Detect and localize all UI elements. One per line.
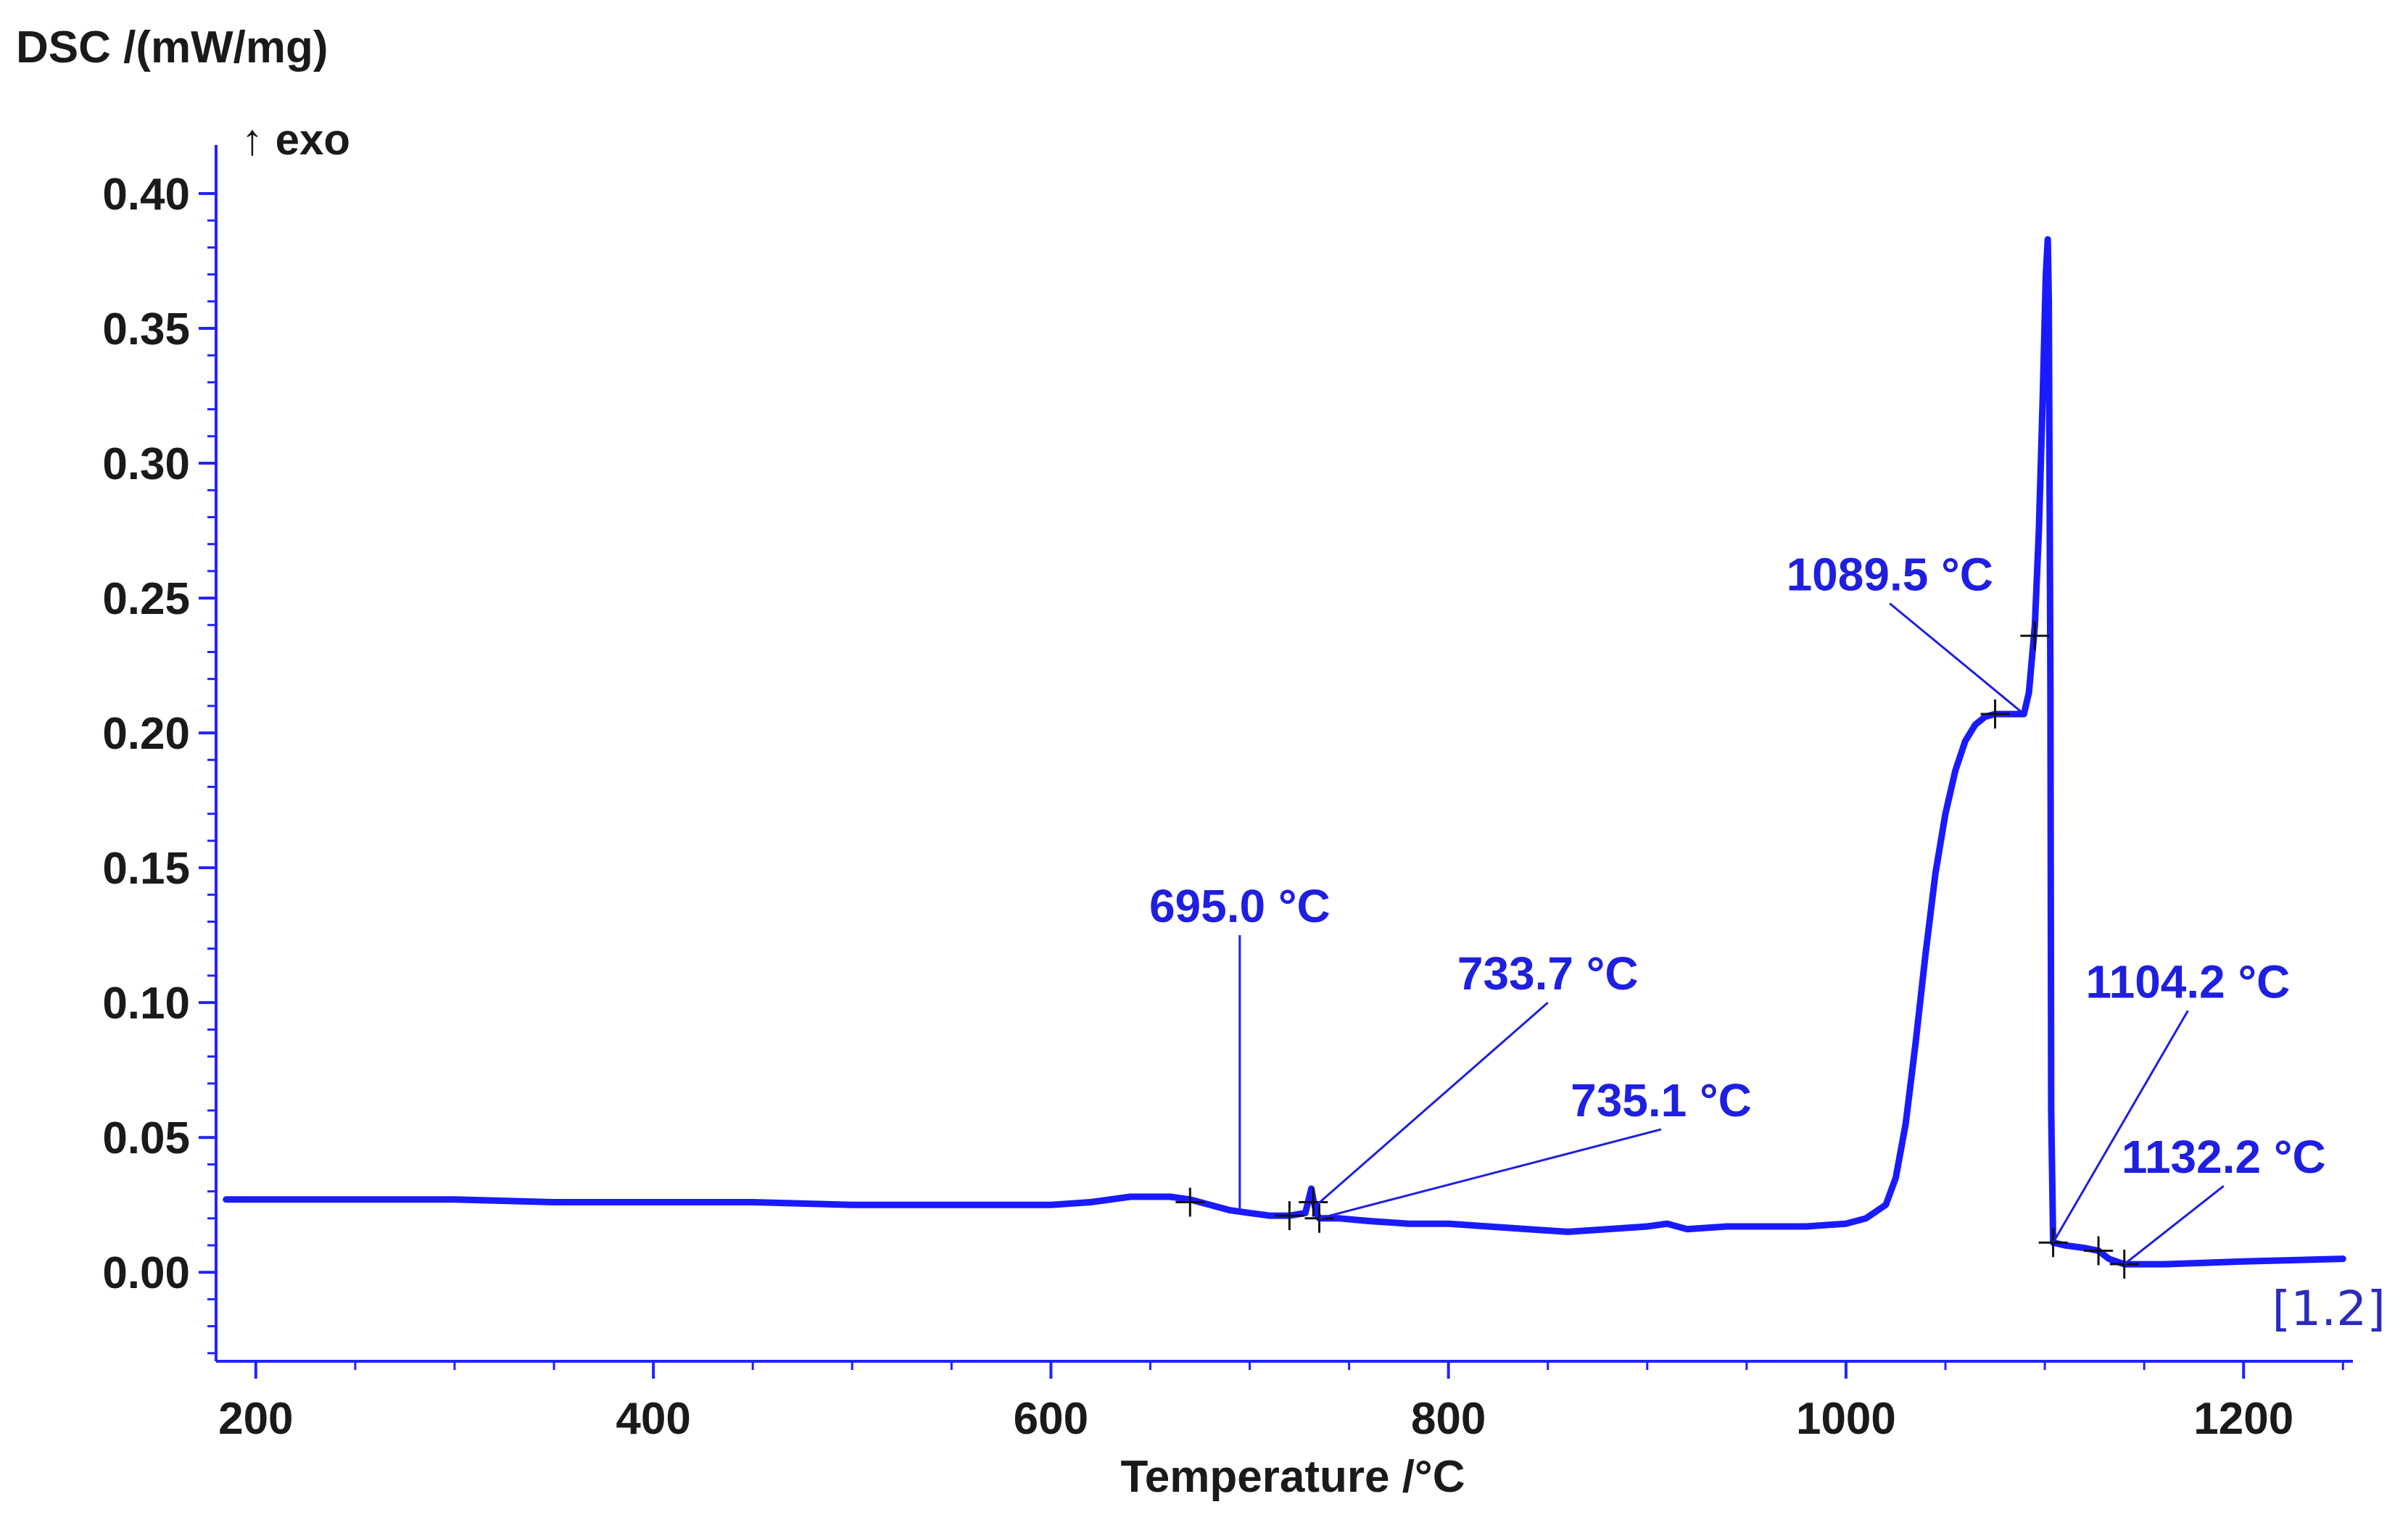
temperature-annotation: 1104.2 °C bbox=[2052, 955, 2291, 1244]
y-tick-label: 0.30 bbox=[102, 439, 190, 489]
point-marker bbox=[1980, 699, 2010, 729]
axes: 0.00 0.05 0.10 0.15 0.20 0.25 0.30 0.35 0.40 200 4… bbox=[102, 145, 2353, 1444]
temperature-annotation: 1089.5 °C bbox=[1787, 549, 2025, 715]
point-marker bbox=[2020, 621, 2050, 651]
dsc-curve-layer bbox=[223, 236, 2346, 1268]
annotation-label: 1132.2 °C bbox=[2122, 1131, 2326, 1183]
x-tick-label: 1200 bbox=[2193, 1394, 2293, 1444]
annotation-label: 1089.5 °C bbox=[1787, 549, 1993, 601]
annotation-layer: 695.0 °C 733.7 °C 735.1 °C 1089.5 °C 1104.2 … bbox=[1149, 549, 2326, 1266]
annotation-label: 1104.2 °C bbox=[2086, 955, 2291, 1008]
temperature-annotation: 1132.2 °C bbox=[2122, 1131, 2326, 1266]
point-marker bbox=[1275, 1201, 1304, 1231]
point-marker bbox=[1175, 1187, 1205, 1217]
annotation-label: 695.0 °C bbox=[1149, 880, 1331, 932]
dsc-curve bbox=[223, 236, 2346, 1268]
y-tick-label: 0.00 bbox=[102, 1248, 190, 1298]
curve-label: [1.2] bbox=[2272, 1281, 2386, 1337]
annotation-label: 733.7 °C bbox=[1457, 947, 1639, 1000]
y-tick-label: 0.05 bbox=[102, 1113, 190, 1163]
x-tick-label: 200 bbox=[218, 1394, 293, 1444]
exo-direction-label: ↑ exo bbox=[241, 115, 350, 164]
point-marker bbox=[1299, 1187, 1328, 1217]
annotation-label: 735.1 °C bbox=[1571, 1074, 1752, 1126]
point-marker bbox=[1304, 1203, 1334, 1233]
y-tick-label: 0.20 bbox=[102, 709, 190, 759]
x-axis-label: Temperature /°C bbox=[1121, 1452, 1465, 1502]
y-axis-label: DSC /(mW/mg) bbox=[16, 22, 328, 72]
y-tick-label: 0.40 bbox=[102, 170, 190, 220]
marker-layer bbox=[1175, 621, 2139, 1279]
y-tick-label: 0.25 bbox=[102, 574, 190, 624]
temperature-annotation: 733.7 °C bbox=[1315, 947, 1639, 1206]
y-tick-label: 0.15 bbox=[102, 844, 190, 894]
y-tick-label: 0.10 bbox=[102, 979, 190, 1029]
temperature-annotation: 695.0 °C bbox=[1149, 880, 1331, 1213]
x-tick-label: 800 bbox=[1411, 1394, 1486, 1444]
point-marker bbox=[2084, 1236, 2114, 1266]
x-tick-label: 600 bbox=[1014, 1394, 1088, 1444]
x-tick-label: 400 bbox=[616, 1394, 690, 1444]
x-tick-label: 1000 bbox=[1796, 1394, 1896, 1444]
temperature-annotation: 735.1 °C bbox=[1319, 1074, 1752, 1220]
y-tick-label: 0.35 bbox=[102, 304, 190, 354]
